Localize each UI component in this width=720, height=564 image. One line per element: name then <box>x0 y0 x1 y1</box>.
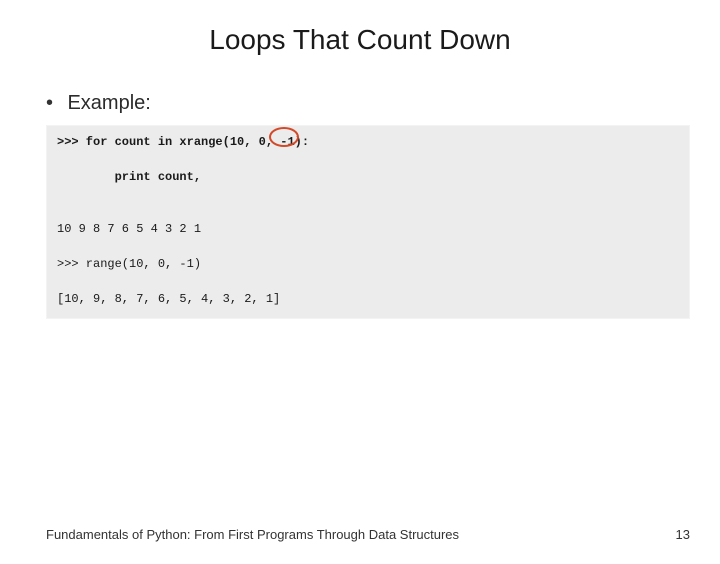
code-line: >>> range(10, 0, -1) <box>57 256 679 273</box>
bullet-item: • Example: <box>46 92 720 115</box>
code-pre: >>> for count in xrange(10, 0, -1): prin… <box>57 134 679 308</box>
bullet-marker: • <box>46 92 53 115</box>
code-line: 10 9 8 7 6 5 4 3 2 1 <box>57 221 679 238</box>
code-line: print count, <box>57 169 679 186</box>
code-block: >>> for count in xrange(10, 0, -1): prin… <box>46 125 690 319</box>
bullet-text: Example: <box>67 92 150 115</box>
code-line: [10, 9, 8, 7, 6, 5, 4, 3, 2, 1] <box>57 291 679 308</box>
slide-title: Loops That Count Down <box>0 24 720 56</box>
code-line: >>> for count in xrange(10, 0, -1): <box>57 134 679 151</box>
